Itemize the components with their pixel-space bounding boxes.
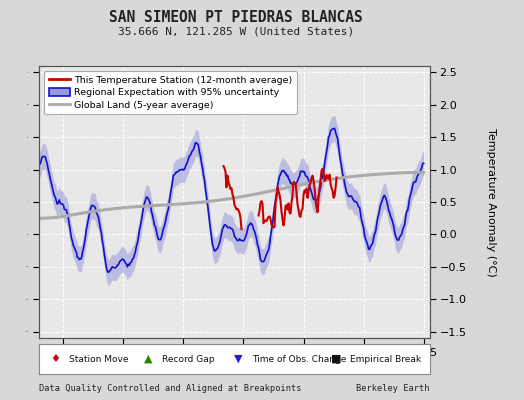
Text: Record Gap: Record Gap [162,354,215,364]
Text: Time of Obs. Change: Time of Obs. Change [252,354,346,364]
Text: Berkeley Earth: Berkeley Earth [356,384,430,393]
Text: 35.666 N, 121.285 W (United States): 35.666 N, 121.285 W (United States) [118,26,354,36]
Legend: This Temperature Station (12-month average), Regional Expectation with 95% uncer: This Temperature Station (12-month avera… [44,71,297,114]
Text: Data Quality Controlled and Aligned at Breakpoints: Data Quality Controlled and Aligned at B… [39,384,302,393]
Text: Empirical Break: Empirical Break [350,354,421,364]
Text: ■: ■ [331,354,341,364]
Text: ♦: ♦ [50,354,60,364]
Text: SAN SIMEON PT PIEDRAS BLANCAS: SAN SIMEON PT PIEDRAS BLANCAS [109,10,363,25]
Text: ▼: ▼ [234,354,243,364]
Y-axis label: Temperature Anomaly (°C): Temperature Anomaly (°C) [486,128,496,276]
Text: ▲: ▲ [144,354,153,364]
Text: Station Move: Station Move [69,354,128,364]
